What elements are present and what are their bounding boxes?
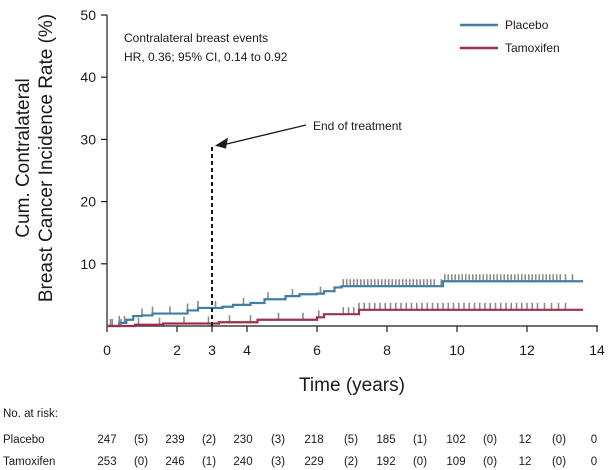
risk-cell-placebo-12: 12 [519, 434, 532, 446]
y-tick-label-3: 40 [80, 69, 96, 85]
y-tick-label-1: 20 [80, 194, 96, 210]
risk-cell-placebo-14: 0 [591, 434, 597, 446]
x-tick-label-2: 3 [208, 342, 216, 358]
y-axis-label-line1: Cum. Contralateral [13, 78, 34, 237]
risk-cell-placebo-8: 185 [376, 434, 395, 446]
end-of-treatment-arrow-shaft [219, 124, 307, 147]
legend-label-tamoxifen: Tamoxifen [505, 41, 560, 55]
x-tick-label-1: 2 [173, 342, 181, 358]
risk-cell-placebo-13: (0) [552, 434, 566, 446]
y-tick-label-2: 30 [80, 131, 96, 147]
x-axis-label: Time (years) [299, 375, 405, 396]
risk-cell-placebo-5: (3) [271, 434, 285, 446]
risk-cell-placebo-7: (5) [344, 434, 358, 446]
y-tick-label-4: 50 [80, 7, 96, 23]
risk-table-title: No. at risk: [3, 408, 58, 420]
x-tick-label-6: 10 [449, 342, 465, 358]
risk-cell-tamoxifen-8: 192 [376, 456, 395, 468]
risk-cell-tamoxifen-6: 229 [304, 456, 323, 468]
x-tick-label-8: 14 [589, 342, 605, 358]
x-tick-label-3: 4 [243, 342, 251, 358]
x-tick-label-7: 12 [519, 342, 535, 358]
risk-cell-placebo-3: (2) [202, 434, 216, 446]
risk-cell-tamoxifen-2: 246 [165, 456, 184, 468]
axis-ticks: 0 2 3 4 6 8 10 12 14 10 20 30 40 50 [80, 7, 605, 358]
risk-cell-placebo-6: 218 [304, 434, 323, 446]
risk-cell-tamoxifen-13: (0) [552, 456, 566, 468]
risk-cell-placebo-11: (0) [483, 434, 497, 446]
x-tick-label-0: 0 [103, 342, 111, 358]
legend-label-placebo: Placebo [505, 18, 549, 32]
risk-cell-placebo-2: 239 [165, 434, 184, 446]
risk-cell-tamoxifen-7: (2) [344, 456, 358, 468]
annotation-hr: HR, 0.36; 95% CI, 0.14 to 0.92 [124, 50, 288, 64]
risk-row-label-tamoxifen: Tamoxifen [3, 456, 55, 468]
end-of-treatment-arrow-head [215, 137, 228, 149]
risk-table: No. at risk: Placebo Tamoxifen 247 (5) 239… [3, 408, 597, 468]
risk-cell-tamoxifen-1: (0) [134, 456, 148, 468]
risk-cell-tamoxifen-3: (1) [202, 456, 216, 468]
risk-cell-placebo-1: (5) [134, 434, 148, 446]
risk-cell-tamoxifen-11: (0) [483, 456, 497, 468]
curves [107, 280, 583, 328]
end-of-treatment-label: End of treatment [313, 119, 402, 133]
curve-tamoxifen [107, 308, 583, 328]
x-tick-label-4: 6 [313, 342, 321, 358]
end-of-treatment-marker [211, 124, 307, 326]
risk-cells: 247 (5) 239 (2) 230 (3) 218 (5) 185 (1) 102 (0) 12 (0… [97, 434, 597, 468]
risk-cell-placebo-9: (1) [413, 434, 427, 446]
risk-cell-tamoxifen-4: 240 [233, 456, 252, 468]
x-tick-label-5: 8 [383, 342, 391, 358]
risk-cell-tamoxifen-0: 253 [97, 456, 116, 468]
y-tick-label-0: 10 [80, 256, 96, 272]
annotation-title: Contralateral breast events [124, 31, 268, 45]
curve-placebo [107, 280, 583, 328]
risk-cell-placebo-4: 230 [233, 434, 252, 446]
risk-cell-tamoxifen-14: 0 [591, 456, 597, 468]
risk-cell-tamoxifen-5: (3) [271, 456, 285, 468]
risk-cell-placebo-10: 102 [446, 434, 465, 446]
legend: Placebo Tamoxifen [460, 18, 560, 55]
risk-cell-placebo-0: 247 [97, 434, 116, 446]
risk-cell-tamoxifen-10: 109 [446, 456, 465, 468]
risk-cell-tamoxifen-9: (0) [413, 456, 427, 468]
risk-row-label-placebo: Placebo [3, 434, 45, 446]
y-axis-label-line2: Breast Cancer Incidence Rate (%) [36, 14, 57, 302]
risk-cell-tamoxifen-12: 12 [519, 456, 532, 468]
